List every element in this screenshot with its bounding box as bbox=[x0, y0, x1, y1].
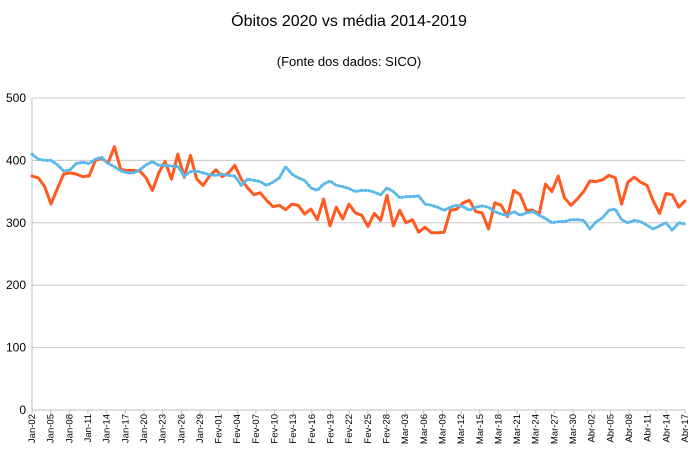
x-tick-label: Jan-20 bbox=[139, 414, 150, 443]
x-tick-label: Jan-23 bbox=[158, 414, 169, 443]
x-tick-label: Fev-01 bbox=[214, 414, 225, 444]
x-tick-label: Jan-26 bbox=[176, 414, 187, 443]
x-tick-label: Mar-15 bbox=[475, 414, 486, 444]
x-tick-label: Fev-19 bbox=[326, 414, 337, 444]
x-tick-label: Mar-21 bbox=[512, 414, 523, 444]
x-tick-label: Jan-17 bbox=[120, 414, 131, 443]
x-tick-label: Fev-07 bbox=[251, 414, 262, 444]
x-tick-label: Mar-12 bbox=[456, 414, 467, 444]
x-tick-label: Jan-05 bbox=[46, 414, 57, 443]
y-tick-label: 0 bbox=[19, 403, 26, 417]
y-tick-label: 400 bbox=[6, 153, 26, 167]
x-tick-label: Fev-10 bbox=[270, 414, 281, 444]
y-tick-label: 300 bbox=[6, 216, 26, 230]
y-tick-label: 500 bbox=[6, 91, 26, 105]
x-tick-label: Abr-11 bbox=[643, 414, 654, 442]
x-tick-label: Jan-11 bbox=[83, 414, 94, 442]
x-tick-label: Fev-13 bbox=[288, 414, 299, 444]
x-tick-label: Abr-05 bbox=[605, 414, 616, 443]
x-tick-label: Jan-02 bbox=[27, 414, 38, 443]
x-tick-label: Mar-03 bbox=[400, 414, 411, 444]
x-tick-label: Abr-08 bbox=[624, 414, 635, 443]
x-tick-label: Jan-29 bbox=[195, 414, 206, 443]
x-tick-label: Mar-27 bbox=[549, 414, 560, 444]
x-tick-label: Fev-16 bbox=[307, 414, 318, 444]
x-tick-label: Abr-17 bbox=[680, 414, 691, 443]
x-tick-label: Abr-02 bbox=[587, 414, 598, 443]
x-tick-label: Fev-04 bbox=[232, 414, 243, 444]
x-tick-label: Mar-30 bbox=[568, 414, 579, 444]
y-tick-label: 100 bbox=[6, 341, 26, 355]
x-tick-label: Fev-25 bbox=[363, 414, 374, 444]
x-tick-label: Mar-09 bbox=[437, 414, 448, 444]
x-tick-label: Jan-14 bbox=[102, 414, 113, 443]
x-tick-label: Abr-14 bbox=[661, 414, 672, 443]
y-tick-label: 200 bbox=[6, 278, 26, 292]
x-tick-label: Fev-28 bbox=[381, 414, 392, 444]
x-tick-label: Mar-18 bbox=[493, 414, 504, 444]
x-tick-label: Mar-24 bbox=[531, 414, 542, 444]
x-tick-label: Fev-22 bbox=[344, 414, 355, 444]
x-tick-label: Jan-08 bbox=[64, 414, 75, 443]
series-line-average bbox=[32, 154, 685, 230]
x-tick-label: Mar-06 bbox=[419, 414, 430, 444]
